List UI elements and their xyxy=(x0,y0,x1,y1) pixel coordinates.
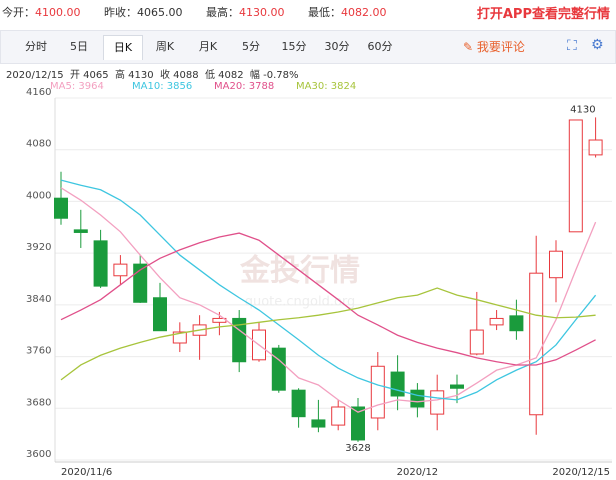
y-tick-label: 4080 xyxy=(26,139,51,150)
low-annotation: 3628 xyxy=(345,443,370,454)
quote-label: 昨收： xyxy=(104,6,137,19)
y-tick-label: 3680 xyxy=(26,397,51,408)
tab[interactable]: 15分 xyxy=(275,35,313,59)
candle-body xyxy=(192,324,207,336)
watermark-url: quote.cngold.org xyxy=(245,295,356,310)
quote-label: 今开： xyxy=(2,6,35,19)
tab-label[interactable]: 15分 xyxy=(281,40,307,53)
candle-body xyxy=(390,371,405,397)
candle-body xyxy=(529,272,544,416)
quote-value: 4100.00 xyxy=(35,6,81,19)
tab[interactable]: 5分 xyxy=(232,35,270,59)
info-line: 2020/12/15 开 4065 高 4130 收 4088 低 4082 幅… xyxy=(6,70,299,81)
candle-body xyxy=(489,317,504,326)
x-tick-label: 2020/12/15 xyxy=(552,467,610,478)
candle-body xyxy=(153,297,167,332)
high-annotation: 4130 xyxy=(570,104,595,115)
candle-body xyxy=(509,315,524,332)
legend-entry: MA10: 3856 xyxy=(132,81,192,92)
tab[interactable]: 日K xyxy=(103,35,143,60)
candle-body xyxy=(568,119,583,233)
tab-label[interactable]: 5分 xyxy=(242,40,260,53)
y-tick-label: 3760 xyxy=(26,346,51,357)
ma-line xyxy=(60,287,596,381)
tab[interactable]: 周K xyxy=(146,35,184,59)
quote-value: 4130.00 xyxy=(239,6,285,19)
x-tick-label: 2020/11/6 xyxy=(61,467,112,478)
x-tick-label: 2020/12 xyxy=(397,467,439,478)
candle-body xyxy=(469,329,484,355)
tab[interactable]: 月K xyxy=(189,35,227,59)
tab-label[interactable]: 5日 xyxy=(70,40,88,53)
candle-body xyxy=(252,329,266,361)
y-tick-label: 3600 xyxy=(26,449,51,460)
candle-body xyxy=(133,263,148,303)
quote-label: 最低： xyxy=(308,6,341,19)
tab[interactable]: 5日 xyxy=(60,35,98,59)
candle-body xyxy=(93,240,108,287)
candle-body xyxy=(291,389,306,418)
candle-body xyxy=(351,406,365,441)
candle-body xyxy=(232,317,247,363)
legend-entry: MA5: 3964 xyxy=(50,81,104,92)
legend-entry: MA20: 3788 xyxy=(214,81,274,92)
tab[interactable]: 30分 xyxy=(318,35,356,59)
quote-value: 4082.00 xyxy=(341,6,387,19)
candle-body xyxy=(588,139,603,156)
watermark-title: 金投行情 xyxy=(239,254,360,289)
settings-icon[interactable]: ⚙ xyxy=(591,37,604,53)
comment-button[interactable]: ✎ 我要评论 xyxy=(463,40,525,54)
candle-body xyxy=(212,317,227,323)
candle-body xyxy=(410,389,425,408)
tab-label[interactable]: 周K xyxy=(155,40,175,53)
candle-body xyxy=(331,406,346,426)
tab[interactable]: 分时 xyxy=(17,35,55,59)
quote: 昨收：4065.00 xyxy=(104,4,183,20)
tab-label[interactable]: 日K xyxy=(113,41,133,54)
candle-body xyxy=(54,197,68,219)
quote: 今开：4100.00 xyxy=(2,4,81,20)
candle-body xyxy=(311,419,326,428)
ma-line xyxy=(60,179,597,401)
tab-bar: ✎ 我要评论 ⛶ ⚙ 分时 5日 日K 周K 月K 5分 15分 30分 60分 xyxy=(0,30,616,64)
y-tick-label: 4160 xyxy=(26,87,51,98)
candle-body xyxy=(430,390,445,415)
quote-value: 4065.00 xyxy=(137,6,183,19)
tab[interactable]: 60分 xyxy=(361,35,399,59)
y-tick-label: 3920 xyxy=(26,242,51,253)
comment-label[interactable]: 我要评论 xyxy=(476,40,525,54)
candle-body xyxy=(370,365,385,419)
tab-label[interactable]: 月K xyxy=(198,40,218,53)
quote-bar: 今开：4100.00 昨收：4065.00 最高：4130.00 最低：4082.00… xyxy=(0,0,616,24)
candle-body xyxy=(450,384,464,389)
y-tick-label: 3840 xyxy=(26,294,51,305)
candle-body xyxy=(549,250,563,279)
app-link[interactable]: 打开APP查看完整行情 xyxy=(476,7,610,22)
ma-line xyxy=(60,232,596,366)
candle-body xyxy=(73,229,88,233)
tab-label[interactable]: 分时 xyxy=(25,40,47,53)
tab-label[interactable]: 30分 xyxy=(324,40,350,53)
quote: 最高：4130.00 xyxy=(206,4,285,20)
fullscreen-icon[interactable]: ⛶ xyxy=(567,38,577,54)
ma-line xyxy=(60,187,597,413)
tab-label[interactable]: 60分 xyxy=(367,40,393,53)
candle-body xyxy=(113,263,128,277)
legend-entry: MA30: 3824 xyxy=(296,81,356,92)
y-tick-label: 4000 xyxy=(26,190,51,201)
quote-label: 最高： xyxy=(206,6,239,19)
quote: 最低：4082.00 xyxy=(308,4,387,20)
candle-body xyxy=(271,347,286,391)
candle-body xyxy=(172,331,187,344)
